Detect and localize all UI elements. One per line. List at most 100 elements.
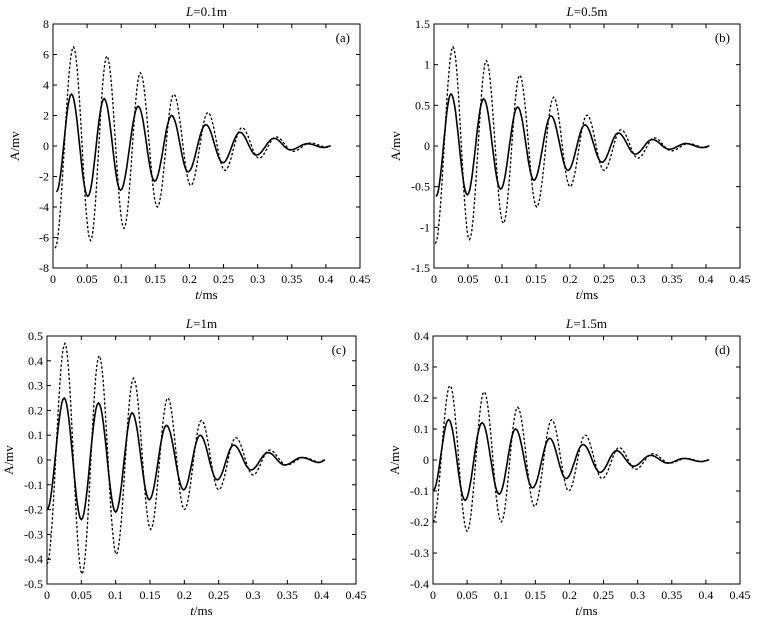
panel-a: 0 0.05 0.1 0.15 0.2 0.25 0.3 0.35 0.4 0.45 -8 -6 -4 -…	[7, 4, 371, 302]
panel-b: 0 0.05 0.1 0.15 0.2 0.25 0.3 0.35 0.4 0.45 -1.5 -1 -…	[388, 4, 751, 302]
x-tick-label: 0.05	[71, 588, 92, 602]
x-tick-label: 0.1	[495, 272, 510, 286]
x-tick-label: 0.15	[526, 272, 547, 286]
y-tick-label: 0.2	[28, 403, 43, 417]
y-tick-label: 0.4	[28, 354, 43, 368]
x-tick-label: 0.4	[314, 588, 329, 602]
y-tick-label: 6	[43, 48, 49, 62]
x-tick-label: 0.25	[594, 272, 615, 286]
y-axis-label-d: A/mv	[387, 445, 402, 475]
x-tick-label: 0.4	[698, 588, 713, 602]
x-tick-label: 0.3	[631, 272, 646, 286]
x-tick-label: 0.15	[140, 588, 161, 602]
y-tick-label: 0.5	[415, 98, 430, 112]
chart-title-c: L=1m	[185, 316, 217, 331]
panel-label-c: (c)	[332, 342, 346, 357]
y-tick-label: 0.1	[414, 422, 429, 436]
x-tick-label: 0.45	[730, 588, 751, 602]
x-tick-label: 0.2	[562, 588, 577, 602]
x-tick-label: 0.3	[630, 588, 645, 602]
y-axis-label-a: A/mv	[7, 131, 22, 161]
y-tick-label: 1.5	[415, 17, 430, 31]
title-value: =0.5m	[574, 4, 608, 19]
dotted-series-line-d	[432, 384, 710, 533]
y-tick-label: -0.3	[24, 527, 43, 541]
x-axis-label-a: t/ms	[195, 287, 217, 302]
x-axis-unit: /ms	[194, 603, 213, 618]
x-tick-label: 0.4	[318, 272, 333, 286]
panel-label-d: (d)	[715, 342, 730, 357]
panel-label-a: (a)	[336, 30, 350, 45]
x-tick-label: 0.4	[699, 272, 714, 286]
title-value: =1.5m	[573, 316, 607, 331]
x-axis-unit: /ms	[199, 287, 218, 302]
title-variable: L	[185, 316, 193, 331]
x-axis-label-b: t/ms	[576, 287, 598, 302]
x-axis-unit: /ms	[579, 287, 598, 302]
title-variable: L	[185, 4, 193, 19]
x-axis-unit: /ms	[579, 603, 598, 618]
title-value: =0.1m	[193, 4, 227, 19]
x-tick-label: 0.2	[182, 272, 197, 286]
y-tick-label: -4	[39, 200, 49, 214]
x-tick-label: 0.45	[730, 272, 751, 286]
x-tick-label: 0	[431, 272, 437, 286]
chart-title-b: L=0.5m	[566, 4, 608, 19]
panel-c: 0 0.05 0.1 0.15 0.2 0.25 0.3 0.35 0.4 0.45 -0.5 -0.…	[1, 316, 367, 618]
x-tick-label: 0.45	[346, 588, 367, 602]
dotted-series-line-b	[434, 45, 710, 244]
y-tick-label: -1.5	[411, 261, 430, 275]
y-tick-label: 0.3	[414, 360, 429, 374]
y-tick-label: 0.3	[28, 379, 43, 393]
title-value: =1m	[193, 316, 217, 331]
y-tick-label: -0.4	[410, 577, 429, 591]
y-tick-label: -0.3	[410, 546, 429, 560]
x-axis-label-d: t/ms	[575, 603, 597, 618]
chart-title-d: L=1.5m	[565, 316, 607, 331]
y-tick-label: 0.1	[28, 428, 43, 442]
chart-title-a: L=0.1m	[185, 4, 227, 19]
x-tick-label: 0.35	[662, 272, 683, 286]
y-tick-label: -0.5	[411, 180, 430, 194]
y-tick-label: 4	[43, 78, 49, 92]
y-axis-label-c: A/mv	[1, 445, 16, 475]
x-tick-label: 0.15	[145, 272, 166, 286]
x-axis-label-c: t/ms	[190, 603, 212, 618]
y-tick-label: 0.2	[414, 391, 429, 405]
y-tick-label: 1	[424, 58, 430, 72]
x-tick-label: 0.1	[114, 272, 129, 286]
y-tick-label: -0.4	[24, 552, 43, 566]
x-tick-label: 0	[50, 272, 56, 286]
solid-series-line-c	[46, 396, 326, 521]
x-tick-label: 0.25	[213, 272, 234, 286]
x-axis-variable: t	[195, 287, 199, 302]
x-tick-label: 0.35	[281, 272, 302, 286]
panel-label-b: (b)	[715, 30, 730, 45]
y-tick-label: 2	[43, 109, 49, 123]
x-tick-label: 0.3	[246, 588, 261, 602]
solid-series-line-d	[432, 418, 710, 502]
y-tick-label: -0.2	[24, 503, 43, 517]
x-tick-label: 0.45	[350, 272, 371, 286]
x-tick-label: 0.35	[661, 588, 682, 602]
x-tick-label: 0	[44, 588, 50, 602]
x-tick-label: 0	[430, 588, 436, 602]
y-tick-label: -8	[39, 261, 49, 275]
x-axis-variable: t	[190, 603, 194, 618]
y-tick-label: -0.2	[410, 515, 429, 529]
x-axis-variable: t	[575, 603, 579, 618]
title-variable: L	[566, 4, 574, 19]
x-tick-label: 0.2	[563, 272, 578, 286]
y-tick-label: -0.1	[24, 478, 43, 492]
x-tick-label: 0.05	[77, 272, 98, 286]
y-tick-label: -0.5	[24, 577, 43, 591]
x-tick-label: 0.3	[250, 272, 265, 286]
y-axis-label-b: A/mv	[388, 131, 403, 161]
x-tick-label: 0.1	[108, 588, 123, 602]
dotted-series-line-c	[46, 341, 326, 576]
title-variable: L	[565, 316, 573, 331]
x-tick-label: 0.15	[525, 588, 546, 602]
panel-d: 0 0.05 0.1 0.15 0.2 0.25 0.3 0.35 0.4 0.45 -0.4 -0.…	[387, 316, 751, 618]
